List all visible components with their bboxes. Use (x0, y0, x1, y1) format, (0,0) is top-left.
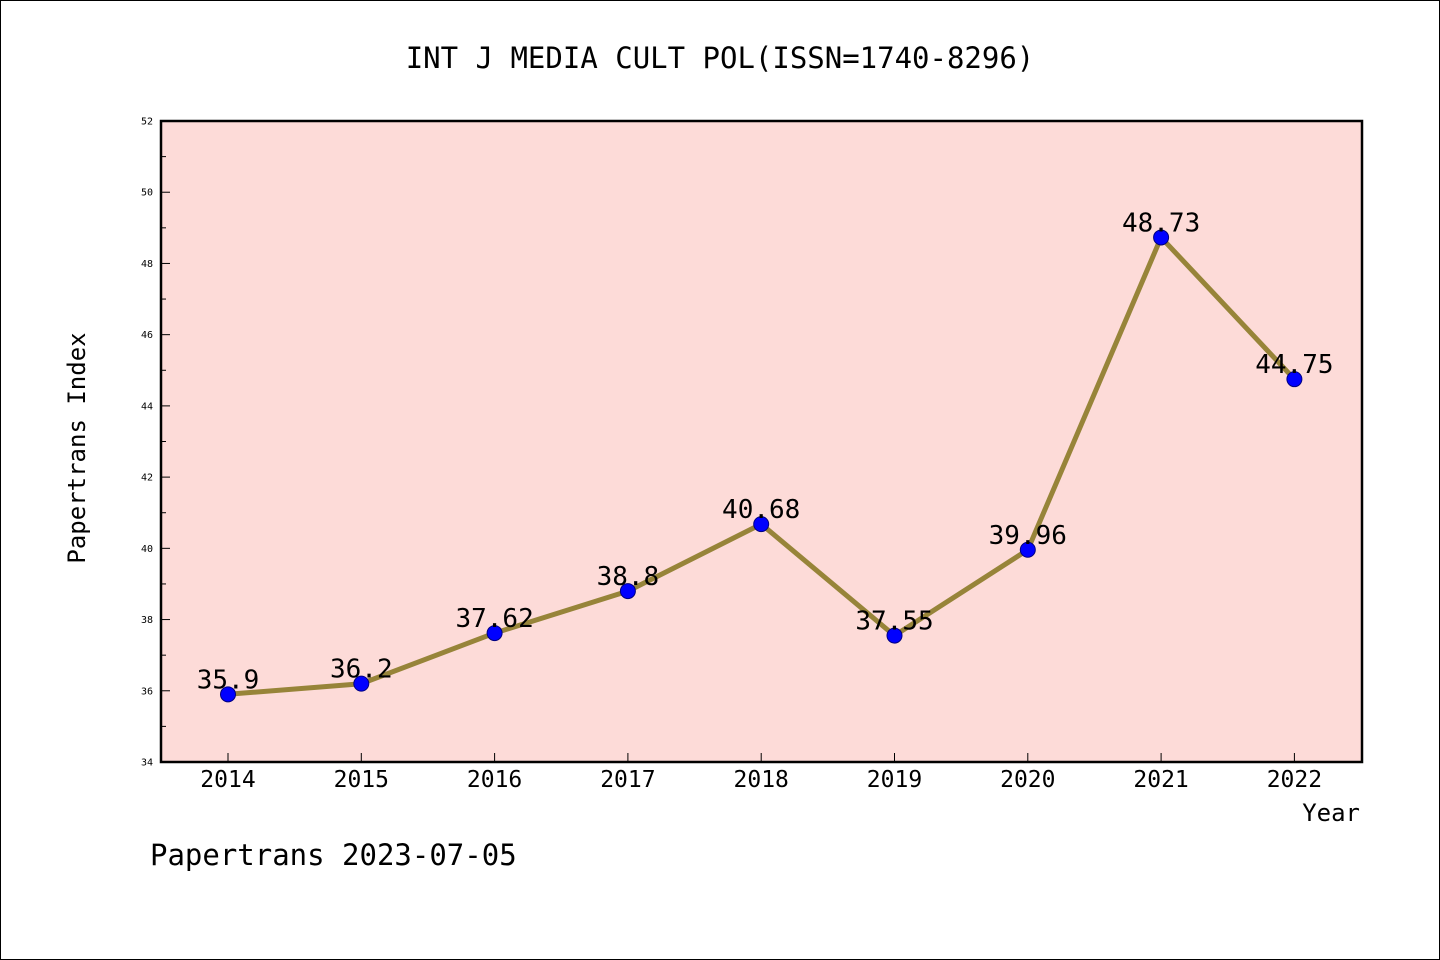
y-tick-label: 34 (141, 758, 153, 769)
y-tick-label: 38 (141, 615, 153, 626)
data-point (220, 686, 236, 703)
series-markers (220, 229, 1303, 703)
x-tick-label: 2022 (1267, 767, 1322, 793)
x-tick-label: 2020 (1000, 767, 1055, 793)
data-label: 38.8 (597, 562, 660, 592)
data-label: 39.96 (989, 521, 1067, 551)
data-point (1153, 229, 1170, 246)
y-tick-label: 44 (141, 401, 153, 412)
y-tick-label: 48 (141, 259, 153, 270)
y-axis: 34 36 38 40 42 44 46 48 50 52 (141, 117, 170, 769)
data-point (619, 583, 636, 600)
data-point (353, 675, 370, 692)
data-point (753, 516, 770, 533)
data-point (1019, 541, 1036, 558)
x-tick-label: 2015 (334, 767, 389, 793)
y-tick-label: 52 (141, 117, 153, 128)
x-tick-label: 2019 (867, 767, 922, 793)
data-label: 37.62 (455, 604, 533, 634)
plot-area (161, 121, 1362, 762)
data-label: 44.75 (1255, 350, 1333, 380)
data-label: 48.73 (1122, 208, 1200, 238)
y-tick-label: 40 (141, 544, 153, 555)
x-tick-label: 2014 (200, 767, 255, 793)
data-label: 36.2 (330, 655, 393, 685)
y-tick-label: 42 (141, 473, 153, 484)
x-tick-label: 2021 (1133, 767, 1188, 793)
plot-frame (159, 119, 1364, 764)
chart-title: INT J MEDIA CULT POL(ISSN=1740-8296) (406, 41, 1035, 75)
data-label: 40.68 (722, 495, 800, 525)
data-point (886, 627, 903, 644)
y-tick-label: 50 (141, 188, 153, 199)
data-label: 35.9 (197, 665, 260, 695)
x-tick-label: 2018 (734, 767, 789, 793)
x-tick-label: 2017 (600, 767, 655, 793)
y-tick-label: 46 (141, 330, 153, 341)
data-labels: 35.9 36.2 37.62 38.8 40.68 37.55 39.96 48.73 44.… (197, 208, 1334, 695)
y-axis-label: Papertrans Index (63, 332, 91, 563)
data-label: 37.55 (855, 607, 933, 637)
x-axis-label: Year (1302, 799, 1360, 827)
data-point (1286, 371, 1303, 388)
x-axis: 2014 2015 2016 2017 2018 2019 2020 2021 2022 (200, 753, 1322, 793)
data-point (486, 625, 503, 642)
x-tick-label: 2016 (467, 767, 522, 793)
footer-credit: Papertrans 2023-07-05 (150, 838, 517, 872)
y-tick-label: 36 (141, 686, 153, 697)
